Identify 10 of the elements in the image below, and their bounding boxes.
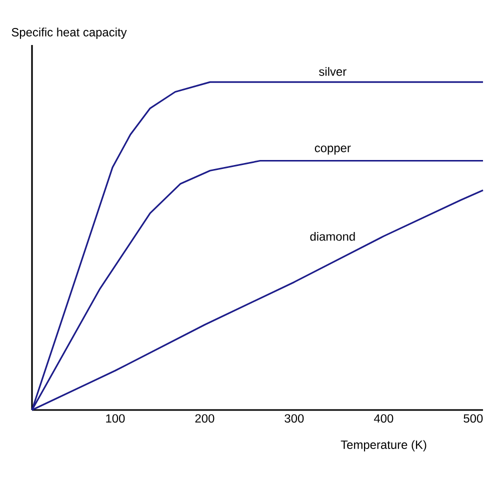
x-axis-title: Temperature (K) <box>340 440 426 452</box>
series-label: copper <box>314 146 351 155</box>
x-tick-label: 500 <box>464 414 483 423</box>
series-label: silver <box>319 67 346 76</box>
x-tick-label: 200 <box>195 414 214 423</box>
x-tick-label: 100 <box>106 414 125 423</box>
series-label: diamond <box>310 232 355 241</box>
y-axis-title: Specific heat capacity <box>12 28 127 39</box>
x-tick-label: 300 <box>284 414 304 423</box>
x-tick-label: 400 <box>374 414 394 423</box>
